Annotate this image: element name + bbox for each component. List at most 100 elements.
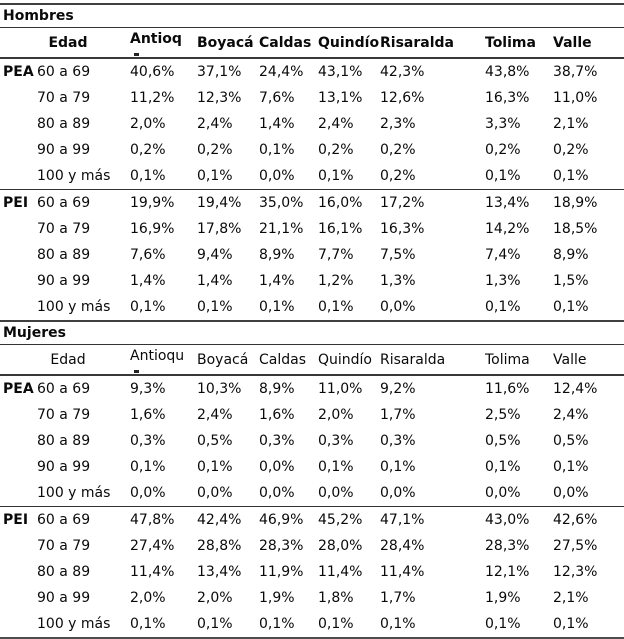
value-risaralda: 0,3% bbox=[380, 433, 416, 449]
table-mujeres: Mujeres Edad Antioqu Boyacá Caldas Quindío Ris… bbox=[0, 320, 624, 639]
column-header-boyaca: Boyacá bbox=[197, 27, 259, 59]
age-range: 70 a 79 bbox=[37, 538, 91, 554]
value-tolima: 1,9% bbox=[485, 590, 521, 606]
value-tolima: 28,3% bbox=[485, 538, 530, 554]
value-valle: 0,1% bbox=[553, 459, 589, 475]
column-header-antioquia: Antioqu bbox=[130, 344, 197, 376]
row-group-label-spacer bbox=[0, 402, 37, 428]
value-risaralda: 0,0% bbox=[380, 299, 416, 315]
row-group-label-spacer bbox=[0, 294, 37, 320]
value-boyaca: 0,1% bbox=[197, 459, 233, 475]
value-caldas: 0,1% bbox=[259, 299, 295, 315]
age-range: 100 y más bbox=[37, 168, 111, 184]
value-tolima: 0,1% bbox=[485, 459, 521, 475]
value-boyaca: 19,4% bbox=[197, 189, 259, 216]
value-caldas: 0,0% bbox=[259, 459, 295, 475]
column-header-antioquia: Antioq bbox=[130, 27, 197, 59]
value-antioquia: 0,1% bbox=[130, 299, 166, 315]
value-quindio: 0,1% bbox=[318, 168, 354, 184]
value-antioquia: 0,2% bbox=[130, 142, 166, 158]
value-valle: 18,9% bbox=[553, 189, 624, 216]
value-valle: 12,3% bbox=[553, 564, 598, 580]
value-antioquia: 0,0% bbox=[130, 485, 166, 501]
age-range: 60 a 69 bbox=[37, 189, 130, 216]
row-group-label-pea: PEA bbox=[3, 64, 34, 80]
row-group-label-spacer bbox=[0, 242, 37, 268]
row-group-label-pei: PEI bbox=[0, 189, 37, 216]
age-range: 90 a 99 bbox=[37, 459, 91, 475]
value-quindio: 0,1% bbox=[318, 459, 354, 475]
value-valle: 42,6% bbox=[553, 506, 624, 533]
value-caldas: 7,6% bbox=[259, 90, 295, 106]
value-boyaca: 0,1% bbox=[197, 168, 233, 184]
value-risaralda: 16,3% bbox=[380, 221, 425, 237]
value-quindio: 45,2% bbox=[318, 506, 380, 533]
value-boyaca: 2,0% bbox=[197, 590, 233, 606]
value-boyaca: 0,0% bbox=[197, 485, 233, 501]
row-group-label-spacer bbox=[0, 85, 37, 111]
value-antioquia: 1,4% bbox=[130, 273, 166, 289]
row-group-label-spacer bbox=[0, 216, 37, 242]
column-header-quindio: Quindío bbox=[318, 27, 380, 59]
column-header-boyaca: Boyacá bbox=[197, 344, 259, 376]
age-range: 60 a 69 bbox=[37, 506, 130, 533]
value-quindio: 2,0% bbox=[318, 407, 354, 423]
value-caldas: 0,0% bbox=[259, 168, 295, 184]
value-tolima: 0,2% bbox=[485, 142, 521, 158]
value-caldas: 1,9% bbox=[259, 590, 295, 606]
value-valle: 18,5% bbox=[553, 221, 598, 237]
value-boyaca: 12,3% bbox=[197, 90, 242, 106]
value-risaralda: 11,4% bbox=[380, 564, 425, 580]
value-tolima: 14,2% bbox=[485, 221, 530, 237]
value-caldas: 0,0% bbox=[259, 485, 295, 501]
value-antioquia: 0,1% bbox=[130, 168, 166, 184]
row-group-label-spacer bbox=[0, 163, 37, 190]
column-header-edad: Edad bbox=[0, 27, 130, 59]
row-group-label-spacer bbox=[0, 480, 37, 507]
age-range: 60 a 69 bbox=[37, 64, 91, 80]
value-boyaca: 0,1% bbox=[197, 616, 233, 632]
row-group-label-spacer bbox=[0, 611, 37, 638]
value-tolima: 0,1% bbox=[485, 616, 521, 632]
row-group-label-spacer bbox=[0, 533, 37, 559]
value-risaralda: 1,3% bbox=[380, 273, 416, 289]
column-header-quindio: Quindío bbox=[318, 344, 380, 376]
value-caldas: 0,3% bbox=[259, 433, 295, 449]
value-caldas: 24,4% bbox=[259, 64, 304, 80]
value-antioquia: 40,6% bbox=[130, 64, 175, 80]
value-risaralda: 0,2% bbox=[380, 168, 416, 184]
column-header-tolima: Tolima bbox=[485, 27, 553, 59]
value-boyaca: 13,4% bbox=[197, 564, 242, 580]
value-quindio: 16,1% bbox=[318, 221, 363, 237]
value-antioquia: 0,1% bbox=[130, 459, 166, 475]
value-caldas: 35,0% bbox=[259, 189, 318, 216]
value-antioquia: 0,1% bbox=[130, 616, 166, 632]
value-boyaca: 0,1% bbox=[197, 299, 233, 315]
value-caldas: 1,4% bbox=[259, 273, 295, 289]
value-antioquia: 11,4% bbox=[130, 564, 175, 580]
column-header-edad: Edad bbox=[0, 344, 130, 376]
value-valle: 2,1% bbox=[553, 116, 589, 132]
value-boyaca: 17,8% bbox=[197, 221, 242, 237]
value-antioquia: 11,2% bbox=[130, 90, 175, 106]
value-caldas: 0,1% bbox=[259, 142, 295, 158]
value-valle: 2,4% bbox=[553, 407, 589, 423]
value-quindio: 11,4% bbox=[318, 564, 363, 580]
row-group-label-spacer bbox=[0, 428, 37, 454]
age-range: 80 a 89 bbox=[37, 564, 91, 580]
value-caldas: 8,9% bbox=[259, 381, 295, 397]
value-tolima: 11,6% bbox=[485, 381, 530, 397]
value-caldas: 28,3% bbox=[259, 538, 304, 554]
value-risaralda: 0,0% bbox=[380, 485, 416, 501]
value-antioquia: 47,8% bbox=[130, 506, 197, 533]
value-quindio: 11,0% bbox=[318, 381, 363, 397]
value-boyaca: 37,1% bbox=[197, 64, 242, 80]
value-quindio: 2,4% bbox=[318, 116, 354, 132]
value-risaralda: 1,7% bbox=[380, 590, 416, 606]
value-tolima: 43,0% bbox=[485, 506, 553, 533]
age-range: 100 y más bbox=[37, 616, 111, 632]
value-caldas: 1,4% bbox=[259, 116, 295, 132]
value-boyaca: 2,4% bbox=[197, 116, 233, 132]
value-tolima: 16,3% bbox=[485, 90, 530, 106]
value-antioquia: 27,4% bbox=[130, 538, 175, 554]
